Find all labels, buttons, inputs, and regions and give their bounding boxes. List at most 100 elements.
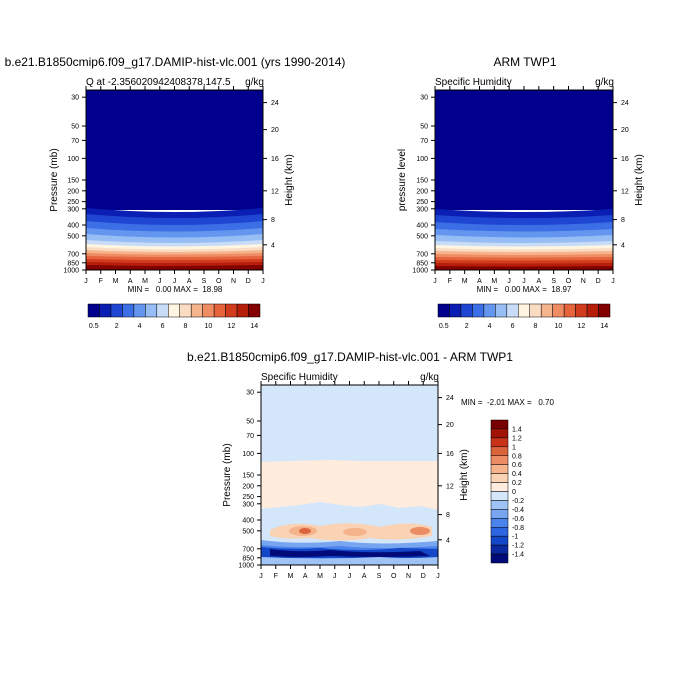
y-tick-label: 400	[67, 223, 79, 230]
y-tick-label: 700	[416, 251, 428, 258]
colorbar-label: -1	[512, 534, 518, 541]
x-tick-label: J	[436, 573, 440, 580]
y2-tick-label: 4	[446, 537, 450, 544]
y-tick-label: 400	[242, 518, 254, 525]
field-band	[261, 557, 438, 565]
x-tick-label: A	[187, 278, 192, 285]
y-tick-label: 850	[67, 260, 79, 267]
panel-difference: b.e21.B1850cmip6.f09_g17.DAMIP-hist-vlc.…	[187, 350, 554, 580]
y-tick-label: 30	[420, 95, 428, 102]
colorbar-swatch	[225, 303, 238, 318]
panel-3-units: g/kg	[420, 372, 439, 383]
colorbar-label: 0.6	[512, 462, 522, 469]
colorbar-label: 0.2	[512, 480, 522, 487]
y-tick-label: 150	[416, 178, 428, 185]
colorbar-swatch	[179, 303, 192, 318]
colorbar-swatch	[449, 303, 462, 318]
field-band	[86, 265, 263, 270]
y-tick-label: 1000	[63, 268, 79, 275]
x-tick-label: J	[348, 573, 352, 580]
y-tick-label: 30	[71, 95, 79, 102]
panel-2-y2label: Height (km)	[634, 154, 645, 206]
colorbar-swatch	[202, 303, 215, 318]
y-tick-label: 300	[67, 206, 79, 213]
y2-tick-label: 24	[271, 100, 279, 107]
y-tick-label: 70	[420, 138, 428, 145]
colorbar-label: 12	[577, 323, 585, 330]
y2-tick-label: 20	[621, 127, 629, 134]
y-tick-label: 50	[420, 124, 428, 131]
x-tick-label: F	[274, 573, 278, 580]
x-tick-label: N	[581, 278, 586, 285]
y-tick-label: 850	[416, 260, 428, 267]
y2-tick-label: 16	[446, 451, 454, 458]
panel-3-ylabel: Pressure (mb)	[222, 443, 233, 506]
y-tick-label: 100	[242, 451, 254, 458]
x-tick-label: D	[246, 278, 251, 285]
colorbar-swatch	[495, 303, 508, 318]
colorbar-swatch	[490, 419, 509, 430]
colorbar-swatch	[145, 303, 158, 318]
panel-1-left-label: Q at -2.356020942408378,147.5	[86, 77, 231, 88]
colorbar-swatch	[518, 303, 530, 318]
colorbar-swatch	[490, 455, 509, 465]
panel-2-title: ARM TWP1	[493, 55, 556, 69]
y-tick-label: 100	[67, 156, 79, 163]
y-tick-label: 200	[242, 483, 254, 490]
y-tick-label: 400	[416, 223, 428, 230]
panel-3-stats: MIN = -2.01 MAX = 0.70	[461, 398, 554, 407]
x-tick-label: A	[536, 278, 541, 285]
x-tick-label: F	[448, 278, 452, 285]
colorbar-swatch	[156, 303, 169, 318]
colorbar-swatch	[529, 303, 542, 318]
x-tick-label: J	[522, 278, 526, 285]
y-tick-label: 300	[242, 501, 254, 508]
colorbar-swatch	[213, 303, 226, 318]
colorbar-label: 8	[184, 323, 188, 330]
colorbar-label: 2	[115, 323, 119, 330]
colorbar-swatch	[472, 303, 485, 318]
colorbar-swatch	[190, 303, 203, 318]
colorbar-swatch	[490, 527, 509, 537]
y-tick-label: 200	[67, 188, 79, 195]
y2-tick-label: 16	[271, 156, 279, 163]
x-tick-label: S	[202, 278, 207, 285]
y2-tick-label: 8	[271, 217, 275, 224]
panel-1-field	[86, 90, 263, 270]
colorbar-label: -0.6	[512, 516, 524, 523]
x-tick-label: J	[84, 278, 88, 285]
colorbar-label: 10	[555, 323, 563, 330]
y-tick-label: 300	[416, 206, 428, 213]
y-tick-label: 250	[416, 199, 428, 206]
colorbar-label: 0.5	[89, 323, 99, 330]
panel-2-units: g/kg	[595, 77, 614, 88]
colorbar-swatch	[248, 303, 261, 318]
panel-3-colorbar: 1.4 1.2 1 0.8 0.6 0.4 0.2 0 -0.2 -0.4 -0.6 -0.8 -1 -1…	[490, 419, 524, 564]
y2-tick-label: 24	[446, 395, 454, 402]
colorbar-label: -1.4	[512, 552, 524, 559]
x-tick-label: O	[566, 278, 572, 285]
panel-model: b.e21.B1850cmip6.f09_g17.DAMIP-hist-vlc.…	[5, 55, 346, 330]
colorbar-swatch	[437, 303, 450, 318]
colorbar-swatch	[490, 491, 509, 501]
y2-tick-label: 24	[621, 100, 629, 107]
colorbar-swatch	[598, 303, 611, 318]
colorbar-label: 1	[512, 444, 516, 451]
y2-tick-label: 4	[621, 242, 625, 249]
panel-2-field	[435, 90, 613, 270]
y-tick-label: 150	[67, 178, 79, 185]
colorbar-swatch	[490, 518, 509, 528]
panel-2-colorbar: 0.5 2 4 6 8 10 12 14	[437, 303, 611, 330]
x-tick-label: M	[491, 278, 497, 285]
x-tick-label: F	[99, 278, 103, 285]
x-tick-label: J	[173, 278, 177, 285]
y-tick-label: 850	[242, 555, 254, 562]
colorbar-label: -0.4	[512, 507, 524, 514]
colorbar-label: 0.5	[439, 323, 449, 330]
x-tick-label: N	[231, 278, 236, 285]
x-tick-label: A	[303, 573, 308, 580]
colorbar-label: 10	[205, 323, 213, 330]
y-tick-label: 50	[246, 419, 254, 426]
